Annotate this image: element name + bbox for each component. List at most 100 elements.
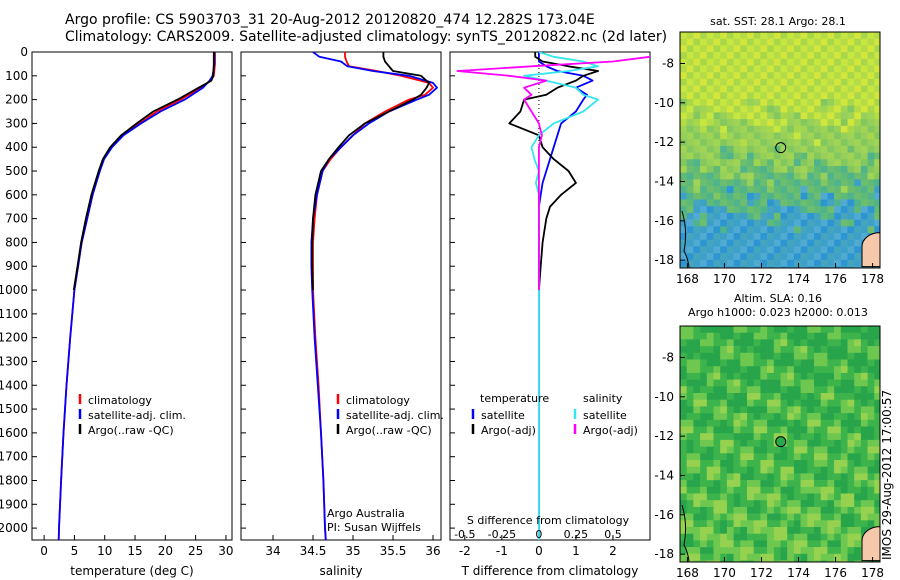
sla-map-cell	[680, 520, 687, 528]
sst-map-cell	[834, 259, 842, 267]
sst-map-cell	[847, 192, 855, 200]
sla-map-cell	[686, 453, 694, 461]
sst-map-cell	[706, 152, 714, 160]
sla-map-cell	[747, 399, 754, 407]
temperature-panel: 0100200300400500600700800900100011001200…	[0, 45, 455, 578]
sst-map-cell	[807, 159, 815, 167]
sla-map-cell	[733, 560, 741, 562]
sla-map-cell	[760, 453, 768, 461]
sst-map-cell	[807, 52, 815, 60]
sst-map-cell	[733, 192, 741, 200]
sla-map-cell	[713, 553, 721, 561]
sst-map-cell	[834, 226, 842, 234]
sla-map-cell	[854, 359, 862, 367]
sst-map-cell	[700, 139, 708, 147]
sla-map-cell	[693, 553, 701, 561]
sla-map-cell	[854, 352, 862, 360]
sla-map-cell	[787, 352, 795, 360]
sla-map-cell	[814, 460, 821, 467]
sst-map-cell	[773, 99, 781, 106]
sla-map-cell	[814, 533, 821, 541]
sst-map-cell	[700, 219, 708, 227]
sla-map-cell	[733, 506, 741, 514]
sst-map-cell	[860, 85, 868, 93]
sst-map-cell	[874, 99, 880, 106]
difference-tick-label: 0	[535, 544, 543, 558]
sst-map-cell	[793, 172, 801, 180]
sla-map-cell	[874, 379, 880, 387]
sst-map-cell	[820, 219, 828, 227]
sla-map-cell	[686, 460, 694, 467]
sst-map-cell	[686, 179, 694, 187]
sla-map-cell	[807, 460, 815, 467]
sst-map-cell	[854, 58, 862, 66]
sst-map-cell	[847, 172, 855, 180]
sla-map-cell	[680, 439, 687, 447]
sst-map-cell	[793, 266, 801, 268]
sla-map-cell	[693, 446, 701, 454]
sla-map-cell	[720, 406, 728, 414]
sst-map-cell	[700, 233, 708, 240]
sst-map-cell	[867, 172, 875, 180]
sla-map-cell	[840, 359, 848, 367]
sla-map-cell	[713, 527, 721, 534]
sla-map-cell	[767, 527, 775, 534]
sla-map-cell	[807, 379, 815, 387]
salinity-tick-label: 35.5	[380, 544, 407, 558]
sla-map-cell	[713, 547, 721, 555]
sla-map-cell	[700, 366, 708, 374]
sst-map-cell	[726, 212, 734, 220]
sla-map-cell	[874, 520, 880, 528]
sla-map-cell	[787, 332, 795, 340]
sst-map-cell	[726, 119, 734, 127]
sla-map-cell	[827, 553, 835, 561]
sla-map-cell	[700, 406, 708, 414]
sst-map-cell	[726, 85, 734, 93]
sla-map-cell	[726, 406, 734, 414]
depth-tick-label: 2000	[0, 521, 28, 535]
s-difference-label: S difference from climatology	[467, 514, 630, 527]
sla-map-cell	[874, 439, 880, 447]
sla-map-cell	[800, 547, 808, 555]
sla-map-cell	[747, 413, 754, 421]
sst-map-cell	[733, 246, 741, 254]
sla-map-cell	[827, 346, 835, 354]
difference-lines	[456, 52, 650, 540]
sla-map-cell	[706, 520, 714, 528]
sst-map-cell	[800, 226, 808, 234]
sla-map-cell	[814, 547, 821, 555]
sla-map-cell	[720, 372, 728, 380]
sla-map-cell	[820, 527, 828, 534]
sst-map-cell	[773, 72, 781, 80]
sla-map-cell	[747, 419, 754, 427]
sla-map-cell	[834, 439, 842, 447]
sla-map-cell	[820, 346, 828, 354]
sst-map-cell	[700, 166, 708, 173]
sla-map-cell	[706, 466, 714, 474]
sst-map-cell	[713, 199, 721, 207]
sla-map-cell	[800, 366, 808, 374]
sst-map-cell	[720, 85, 728, 93]
sst-map-cell	[706, 246, 714, 254]
sst-map-cell	[686, 132, 694, 140]
sla-map-cell	[760, 379, 768, 387]
sla-map-cell	[747, 386, 754, 394]
sla-map-cell	[740, 366, 748, 374]
sla-map-cell	[706, 540, 714, 548]
sst-map-cell	[680, 32, 687, 39]
sst-map-cell	[706, 266, 714, 268]
sst-map-cell	[753, 52, 761, 60]
sla-map-cell	[760, 500, 768, 508]
sla-map-cell	[773, 433, 781, 441]
sst-map-cell	[793, 159, 801, 167]
sst-map-cell	[713, 226, 721, 234]
sla-map-cell	[726, 399, 734, 407]
sla-map-cell	[726, 540, 734, 548]
sst-map-cell	[840, 212, 848, 220]
sst-map-cell	[847, 186, 855, 194]
difference-series-salinity-magenta	[456, 55, 650, 290]
sst-map-cell	[800, 58, 808, 66]
sla-map-cell	[747, 379, 754, 387]
sla-map-cell	[713, 439, 721, 447]
sla-map-cell	[874, 419, 880, 427]
